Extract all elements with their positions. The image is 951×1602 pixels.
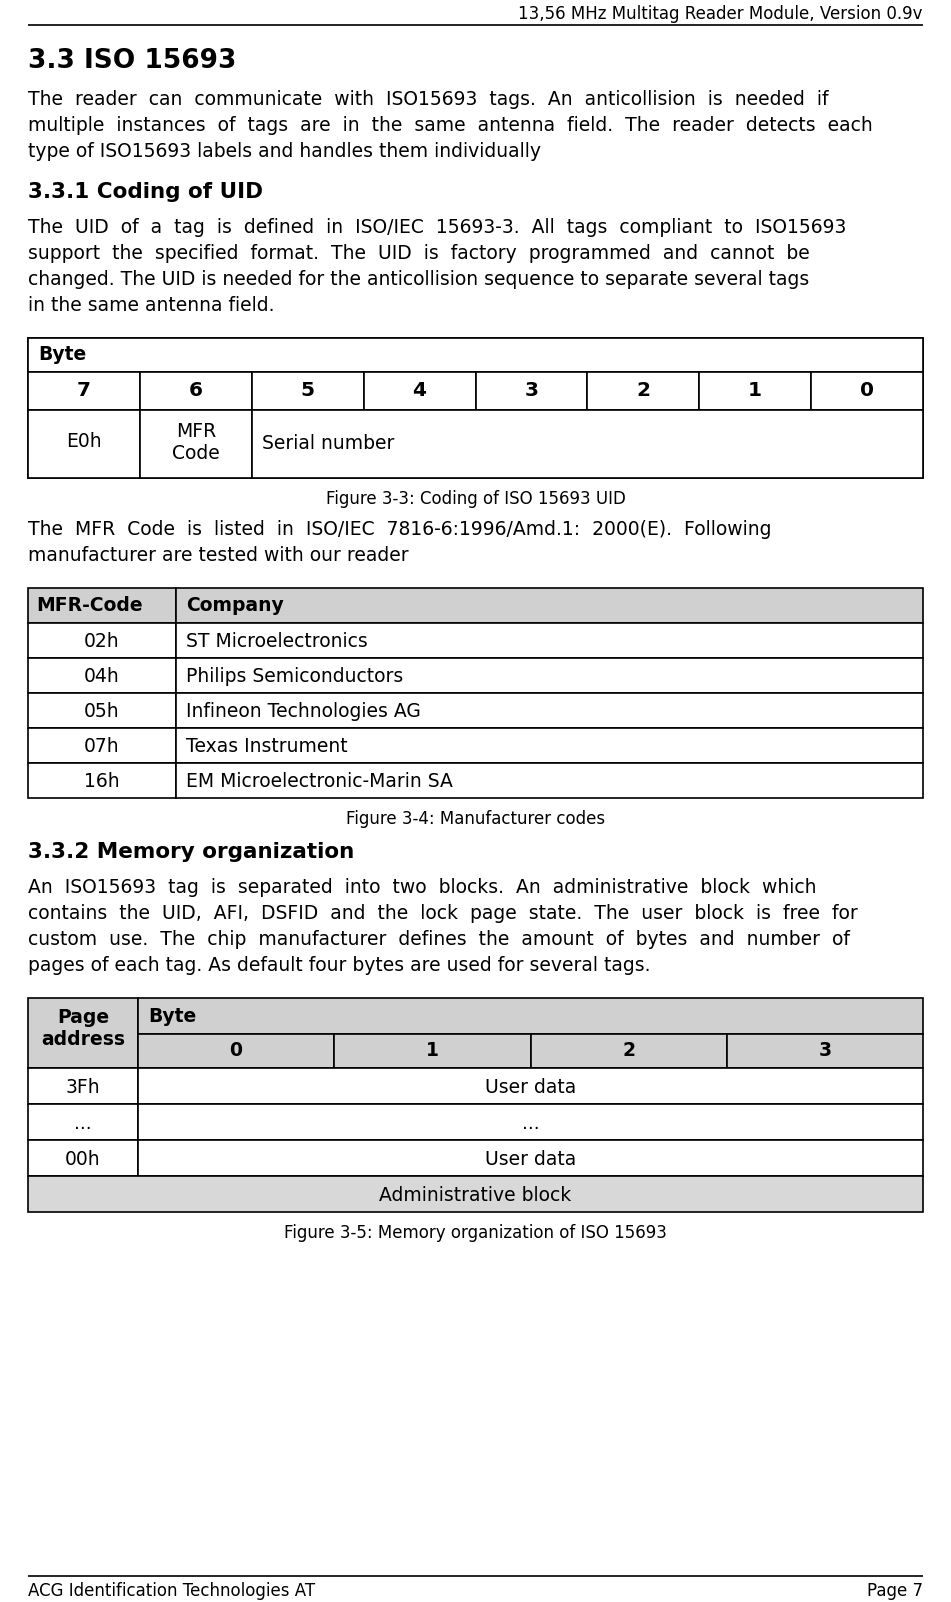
Text: The  UID  of  a  tag  is  defined  in  ISO/IEC  15693-3.  All  tags  compliant  : The UID of a tag is defined in ISO/IEC 1… [28,218,846,237]
Text: The  reader  can  communicate  with  ISO15693  tags.  An  anticollision  is  nee: The reader can communicate with ISO15693… [28,90,828,109]
Bar [28,1069,138,1104]
Bar [699,372,811,410]
Text: 5: 5 [301,381,315,400]
Text: Page 7: Page 7 [867,1583,923,1600]
Text: 02h: 02h [85,633,120,650]
Text: 07h: 07h [85,737,120,756]
Text: support  the  specified  format.  The  UID  is  factory  programmed  and  cannot: support the specified format. The UID is… [28,244,809,263]
Bar [28,588,176,623]
Text: Page
address: Page address [41,1008,125,1049]
Text: 3Fh: 3Fh [66,1078,100,1097]
Text: type of ISO15693 labels and handles them individually: type of ISO15693 labels and handles them… [28,143,541,160]
Bar [28,338,923,372]
Text: Philips Semiconductors: Philips Semiconductors [186,666,403,686]
Bar [28,1141,138,1176]
Text: Texas Instrument: Texas Instrument [186,737,348,756]
Bar [138,998,923,1033]
Text: 4: 4 [413,381,427,400]
Text: Figure 3-5: Memory organization of ISO 15693: Figure 3-5: Memory organization of ISO 1… [284,1224,667,1242]
Bar [138,1069,923,1104]
Text: Administrative block: Administrative block [379,1185,572,1205]
Bar [138,1104,923,1141]
Text: Byte: Byte [38,344,87,364]
Bar [28,1176,923,1213]
Bar [140,410,252,477]
Bar [28,1104,138,1141]
Bar [28,623,176,658]
Text: multiple  instances  of  tags  are  in  the  same  antenna  field.  The  reader : multiple instances of tags are in the sa… [28,115,873,135]
Text: EM Microelectronic-Marin SA: EM Microelectronic-Marin SA [186,772,453,791]
Text: User data: User data [485,1150,576,1169]
Text: 6: 6 [189,381,203,400]
Text: Company: Company [186,596,283,615]
Text: 16h: 16h [85,772,120,791]
Bar [476,372,588,410]
Bar [28,338,923,477]
Text: 3: 3 [524,381,538,400]
Text: 3.3.2 Memory organization: 3.3.2 Memory organization [28,843,355,862]
Bar [28,998,138,1069]
Text: 7: 7 [77,381,91,400]
Bar [28,372,140,410]
Text: changed. The UID is needed for the anticollision sequence to separate several ta: changed. The UID is needed for the antic… [28,271,809,288]
Text: Figure 3-4: Manufacturer codes: Figure 3-4: Manufacturer codes [346,811,605,828]
Text: 1: 1 [748,381,762,400]
Text: 0: 0 [860,381,874,400]
Bar [176,658,923,694]
Text: ST Microelectronics: ST Microelectronics [186,633,368,650]
Bar [252,410,923,477]
Text: User data: User data [485,1078,576,1097]
Bar [28,694,176,727]
Bar [363,372,476,410]
Text: MFR
Code: MFR Code [172,421,220,463]
Bar [140,372,252,410]
Text: Byte: Byte [148,1008,196,1025]
Text: 2: 2 [636,381,650,400]
Bar [138,1033,334,1069]
Bar [28,727,176,763]
Text: 3.3.1 Coding of UID: 3.3.1 Coding of UID [28,183,263,202]
Text: Figure 3-3: Coding of ISO 15693 UID: Figure 3-3: Coding of ISO 15693 UID [325,490,626,508]
Text: The  MFR  Code  is  listed  in  ISO/IEC  7816-6:1996/Amd.1:  2000(E).  Following: The MFR Code is listed in ISO/IEC 7816-6… [28,521,771,538]
Text: 0: 0 [229,1041,243,1061]
Text: ...: ... [522,1113,539,1133]
Bar [176,694,923,727]
Bar [176,623,923,658]
Bar [727,1033,923,1069]
Text: contains  the  UID,  AFI,  DSFID  and  the  lock  page  state.  The  user  block: contains the UID, AFI, DSFID and the loc… [28,904,858,923]
Text: ...: ... [74,1113,92,1133]
Bar [176,588,923,623]
Text: manufacturer are tested with our reader: manufacturer are tested with our reader [28,546,409,566]
Text: An  ISO15693  tag  is  separated  into  two  blocks.  An  administrative  block : An ISO15693 tag is separated into two bl… [28,878,817,897]
Text: 00h: 00h [66,1150,101,1169]
Bar [252,372,363,410]
Text: 04h: 04h [84,666,120,686]
Text: Serial number: Serial number [262,434,394,453]
Bar [176,727,923,763]
Text: E0h: E0h [67,433,102,452]
Bar [28,410,140,477]
Bar [28,658,176,694]
Bar [28,763,176,798]
Bar [334,1033,531,1069]
Bar [531,1033,727,1069]
Text: custom  use.  The  chip  manufacturer  defines  the  amount  of  bytes  and  num: custom use. The chip manufacturer define… [28,931,850,948]
Text: 3.3 ISO 15693: 3.3 ISO 15693 [28,48,237,74]
Text: in the same antenna field.: in the same antenna field. [28,296,275,316]
Bar [811,372,923,410]
Text: pages of each tag. As default four bytes are used for several tags.: pages of each tag. As default four bytes… [28,956,650,976]
Text: ACG Identification Technologies AT: ACG Identification Technologies AT [28,1583,315,1600]
Text: 1: 1 [426,1041,438,1061]
Text: 2: 2 [622,1041,635,1061]
Text: Infineon Technologies AG: Infineon Technologies AG [186,702,421,721]
Text: 05h: 05h [85,702,120,721]
Text: 13,56 MHz Multitag Reader Module, Version 0.9v: 13,56 MHz Multitag Reader Module, Versio… [518,5,923,22]
Bar [138,1141,923,1176]
Text: MFR-Code: MFR-Code [36,596,143,615]
Bar [588,372,699,410]
Text: 3: 3 [818,1041,831,1061]
Bar [176,763,923,798]
